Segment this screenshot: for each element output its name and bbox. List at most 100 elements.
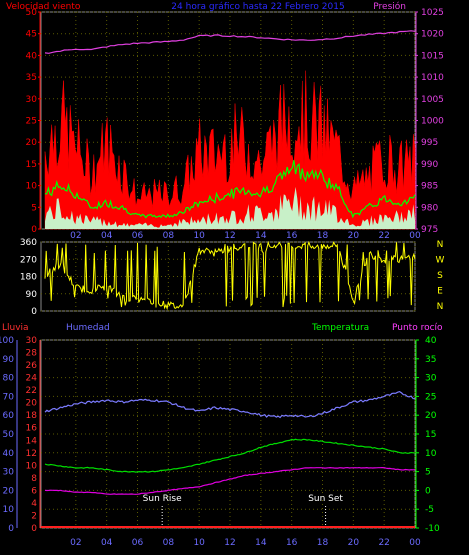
wind-tick-label: 5 [31, 203, 37, 213]
humidity-tick-label: 70 [3, 392, 15, 402]
temperature-tick-label: 30 [425, 374, 437, 384]
temperature-tick-label: -10 [425, 524, 440, 534]
rain-tick-label: 16 [26, 424, 38, 434]
pressure-line [44, 30, 416, 54]
humidity-axis-title: Humedad [66, 323, 110, 333]
pressure-tick-label: 990 [421, 160, 438, 170]
x-tick-label: 16 [286, 538, 298, 548]
x-tick-label: 12 [224, 538, 235, 548]
compass-label: N [437, 302, 444, 312]
x-tick-label: 14 [255, 538, 267, 548]
compass-label: S [437, 271, 443, 281]
x-tick-label: 06 [132, 538, 144, 548]
rain-tick-label: 8 [31, 474, 37, 484]
rain-tick-label: 2 [31, 511, 37, 521]
temperature-axis-title: Temperatura [311, 323, 369, 333]
x-tick-label: 18 [317, 538, 329, 548]
rain-tick-label: 12 [26, 449, 37, 459]
sunrise-label: Sun Rise [143, 494, 182, 504]
direction-tick-label: 90 [26, 290, 38, 300]
x-tick-label: 14 [255, 231, 267, 241]
humidity-tick-label: 50 [3, 430, 15, 440]
x-tick-label: 12 [224, 231, 235, 241]
pressure-tick-label: 1015 [421, 51, 444, 61]
x-tick-label: 06 [132, 231, 144, 241]
x-tick-label: 22 [378, 538, 389, 548]
pressure-axis-title: Presión [373, 1, 406, 12]
pressure-tick-label: 995 [421, 138, 438, 148]
direction-tick-label: 180 [20, 273, 37, 283]
temperature-tick-label: 0 [425, 486, 431, 496]
rain-axis-title: Lluvia [2, 323, 29, 333]
temperature-tick-label: 25 [425, 392, 436, 402]
x-tick-label: 00 [409, 231, 421, 241]
x-tick-label: 10 [193, 538, 205, 548]
chart-subtitle: 24 hora gráfico hasta 22 Febrero 2015 [171, 2, 344, 12]
humidity-tick-label: 90 [3, 355, 15, 365]
wind-tick-label: 15 [26, 160, 37, 170]
compass-label: N [437, 240, 444, 250]
pressure-tick-label: 985 [421, 182, 438, 192]
wind-tick-label: 20 [26, 138, 38, 148]
x-tick-label: 02 [70, 231, 81, 241]
pressure-tick-label: 975 [421, 225, 438, 235]
wind-gust-area [44, 70, 416, 230]
rain-tick-label: 18 [26, 411, 38, 421]
wind-tick-label: 35 [26, 73, 37, 83]
wind-tick-label: 25 [26, 117, 37, 127]
humidity-tick-label: 40 [3, 449, 15, 459]
rain-tick-label: 22 [26, 386, 37, 396]
x-tick-label: 20 [348, 538, 360, 548]
compass-label: W [436, 256, 445, 266]
pressure-tick-label: 1025 [421, 8, 444, 18]
temperature-tick-label: 15 [425, 430, 436, 440]
rain-tick-label: 28 [26, 349, 38, 359]
sunset-label: Sun Set [308, 494, 343, 504]
x-tick-label: 18 [317, 231, 329, 241]
direction-tick-label: 270 [20, 255, 37, 265]
wind-tick-label: 30 [26, 95, 38, 105]
temperature-tick-label: -5 [425, 505, 434, 515]
wind-tick-label: 0 [31, 225, 37, 235]
humidity-tick-label: 60 [3, 411, 15, 421]
wind-pressure-chart: 0510152025303540455097598098599099510001… [26, 8, 445, 241]
humidity-tick-label: 10 [3, 505, 15, 515]
wind-tick-label: 50 [26, 8, 38, 18]
x-tick-label: 10 [193, 231, 205, 241]
humidity-tick-label: 20 [3, 486, 15, 496]
temperature-tick-label: 35 [425, 355, 436, 365]
wind-tick-label: 10 [26, 182, 38, 192]
x-tick-label: 08 [163, 231, 175, 241]
x-tick-label: 22 [378, 231, 389, 241]
pressure-tick-label: 980 [421, 203, 438, 213]
x-tick-label: 04 [101, 231, 113, 241]
pressure-tick-label: 1010 [421, 73, 444, 83]
humidity-tick-label: 30 [3, 468, 15, 478]
x-tick-label: 20 [348, 231, 360, 241]
pressure-tick-label: 1000 [421, 117, 444, 127]
x-tick-label: 02 [70, 538, 81, 548]
rain-tick-label: 4 [31, 499, 37, 509]
pressure-tick-label: 1005 [421, 95, 444, 105]
x-tick-label: 04 [101, 538, 113, 548]
x-tick-label: 00 [409, 538, 421, 548]
temperature-tick-label: 40 [425, 336, 437, 346]
dewpoint-line [44, 466, 416, 495]
rain-tick-label: 30 [26, 336, 38, 346]
humidity-tick-label: 100 [0, 336, 14, 346]
x-tick-label: 08 [163, 538, 175, 548]
wind-axis-title: Velocidad viento [6, 2, 81, 12]
temperature-tick-label: 20 [425, 411, 437, 421]
rain-tick-label: 6 [31, 486, 37, 496]
rain-tick-label: 14 [26, 436, 38, 446]
wind-average-line [44, 160, 416, 219]
direction-tick-label: 360 [20, 238, 37, 248]
direction-tick-label: 0 [31, 307, 37, 317]
temperature-tick-label: 5 [425, 468, 431, 478]
rain-tick-label: 10 [26, 461, 38, 471]
temperature-tick-label: 10 [425, 449, 437, 459]
temperature-humidity-chart: 0102030405060708090100024681012141618202… [0, 336, 440, 548]
